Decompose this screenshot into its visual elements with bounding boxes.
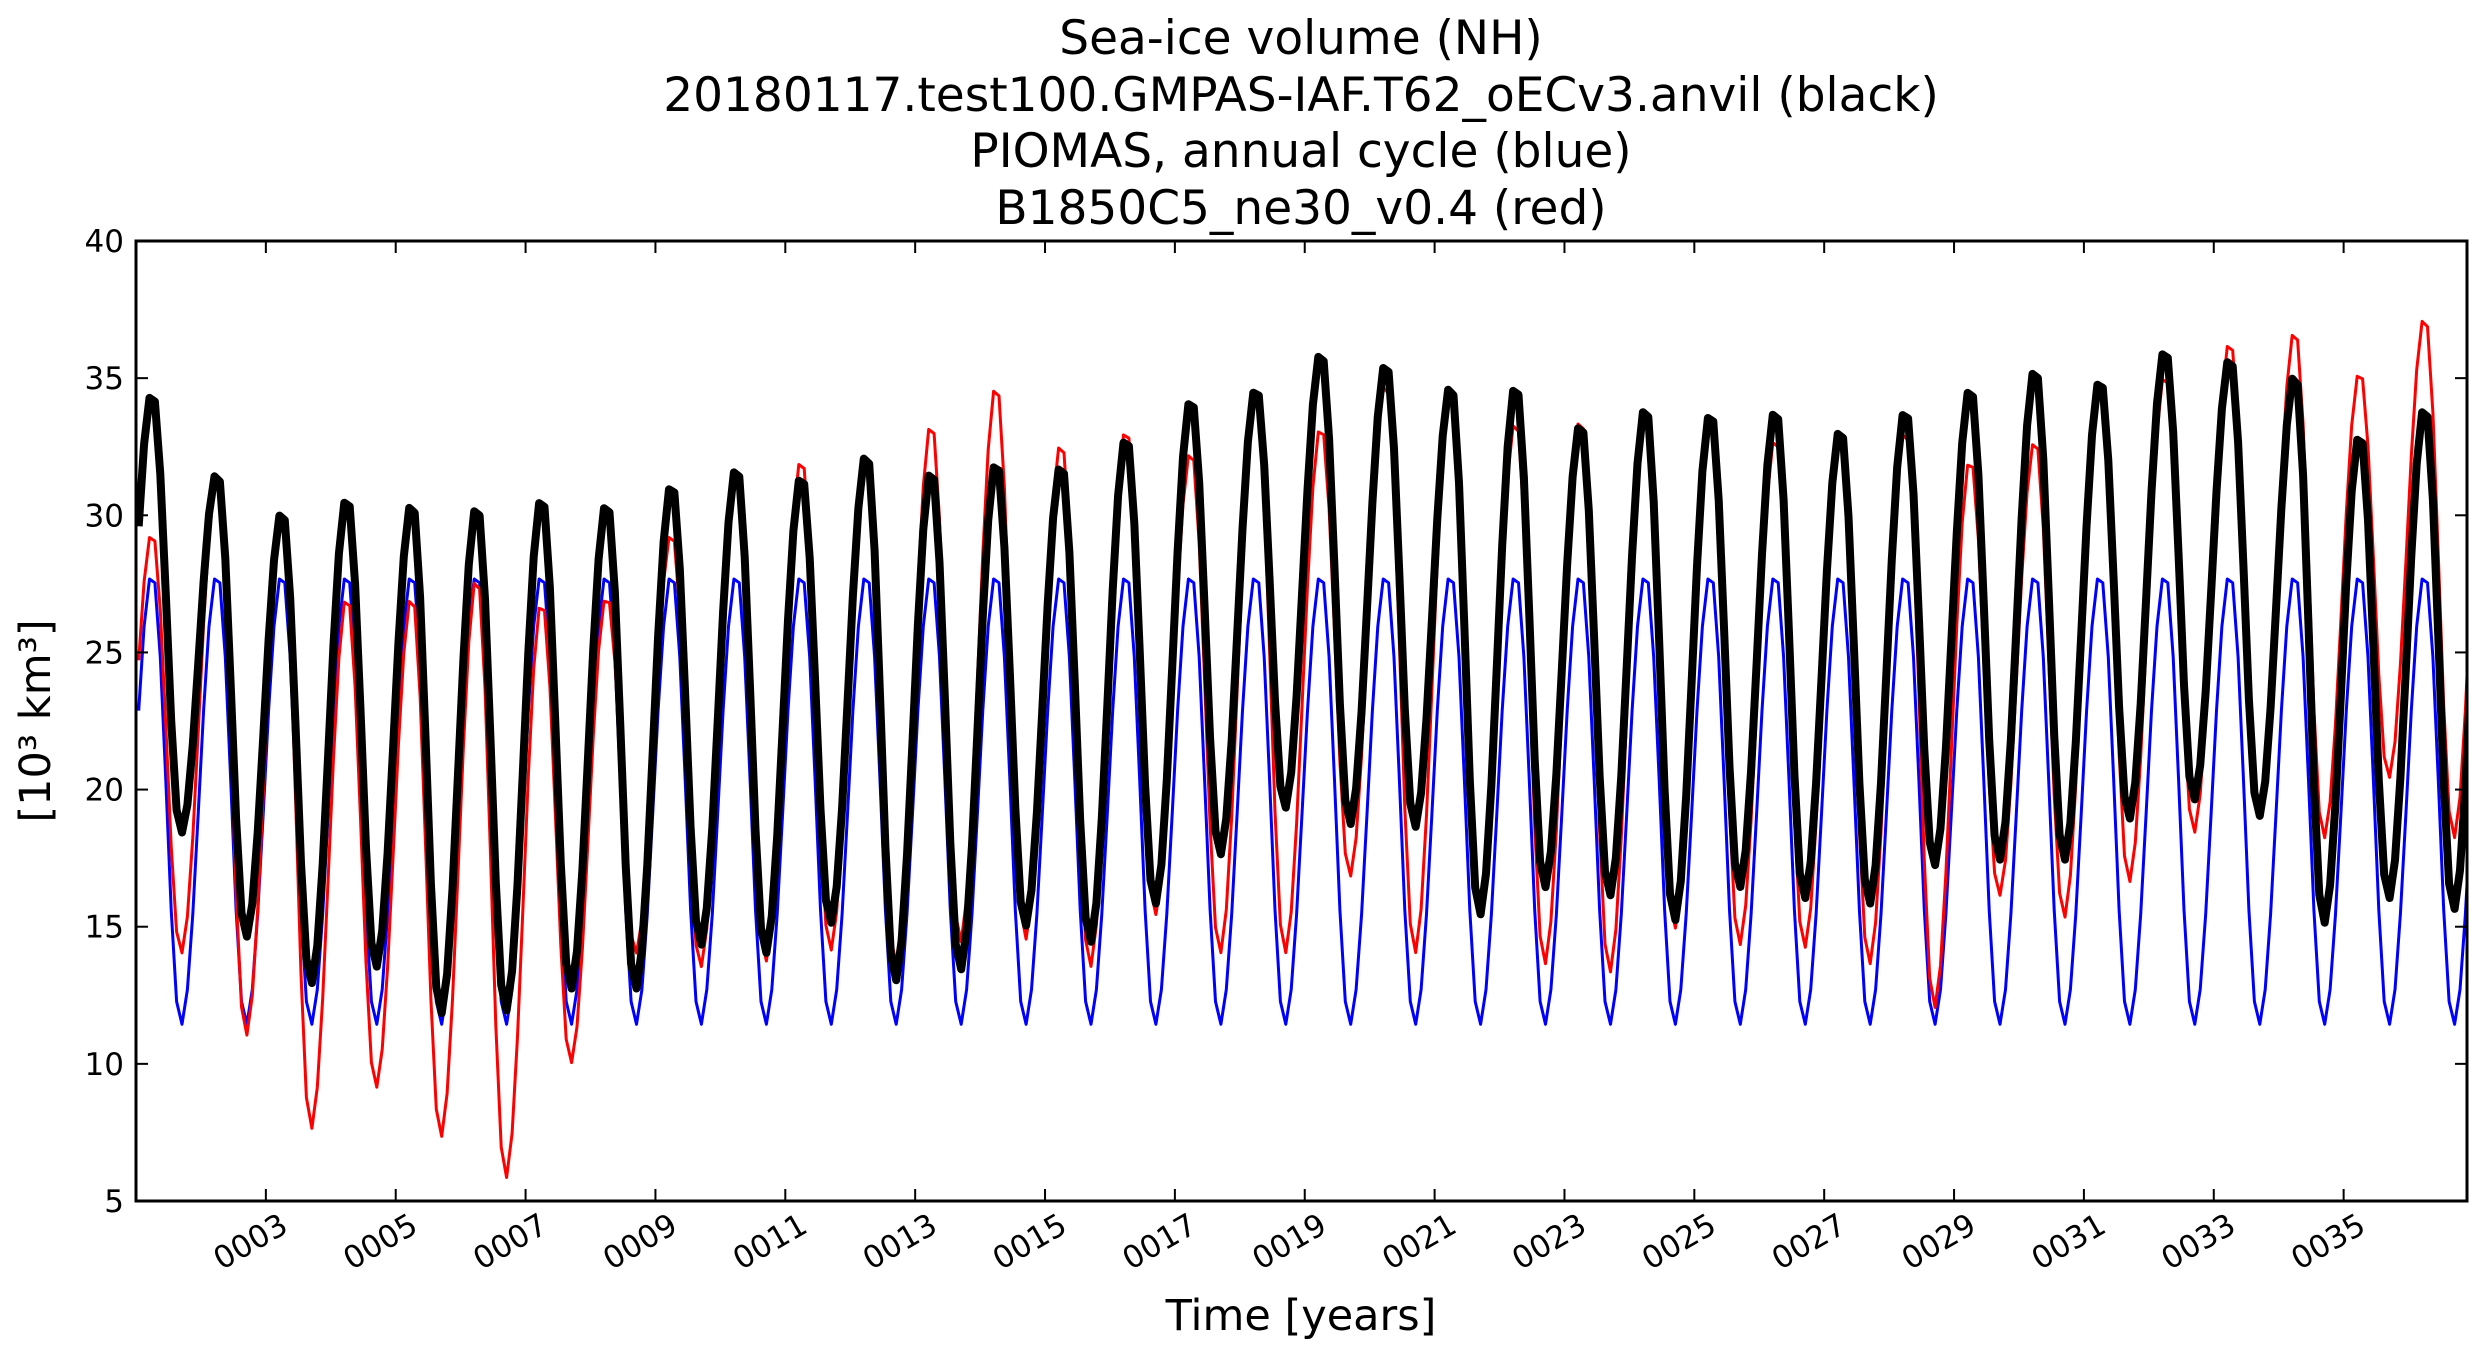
title-line-3: PIOMAS, annual cycle (blue) [970,124,1631,179]
title-line-4: B1850C5_ne30_v0.4 (red) [995,181,1606,236]
x-tick-label: 0023 [1506,1207,1592,1278]
x-tick-label: 0035 [2285,1207,2371,1278]
y-tick-label: 40 [85,224,124,260]
y-axis-label: [10³ km³] [11,619,61,822]
x-tick-label: 0011 [727,1207,813,1278]
title-line-1: Sea-ice volume (NH) [1059,11,1543,66]
y-axis: 5 10 15 20 25 30 35 40 [85,224,2467,1220]
x-tick-label: 0007 [467,1207,553,1278]
y-tick-label: 15 [85,910,124,946]
x-tick-label: 0031 [2026,1207,2112,1278]
y-tick-label: 5 [104,1184,124,1220]
x-tick-label: 0033 [2155,1207,2241,1278]
chart-title: Sea-ice volume (NH) 20180117.test100.GMP… [663,11,1939,236]
x-tick-label: 0009 [597,1207,683,1278]
y-tick-label: 25 [85,635,124,671]
x-tick-label: 0003 [208,1207,294,1278]
x-axis-label: Time [years] [1165,1291,1437,1341]
x-tick-label: 0015 [987,1207,1073,1278]
series-layer [136,319,2467,1179]
plot-frame [134,239,2469,1203]
title-line-2: 20180117.test100.GMPAS-IAF.T62_oECv3.anv… [663,68,1939,123]
y-tick-label: 35 [85,361,124,397]
x-tick-label: 0013 [857,1207,943,1278]
x-tick-label: 0029 [1896,1207,1982,1278]
x-tick-label: 0005 [337,1207,423,1278]
x-tick-label: 0019 [1246,1207,1332,1278]
x-tick-label: 0021 [1376,1207,1462,1278]
x-tick-label: 0027 [1766,1207,1852,1278]
y-tick-label: 10 [85,1047,124,1083]
series-line-gmpas [136,350,2467,1018]
y-tick-label: 20 [85,773,124,809]
x-tick-label: 0017 [1117,1207,1203,1278]
x-tick-label: 0025 [1636,1207,1722,1278]
y-tick-label: 30 [85,498,124,534]
